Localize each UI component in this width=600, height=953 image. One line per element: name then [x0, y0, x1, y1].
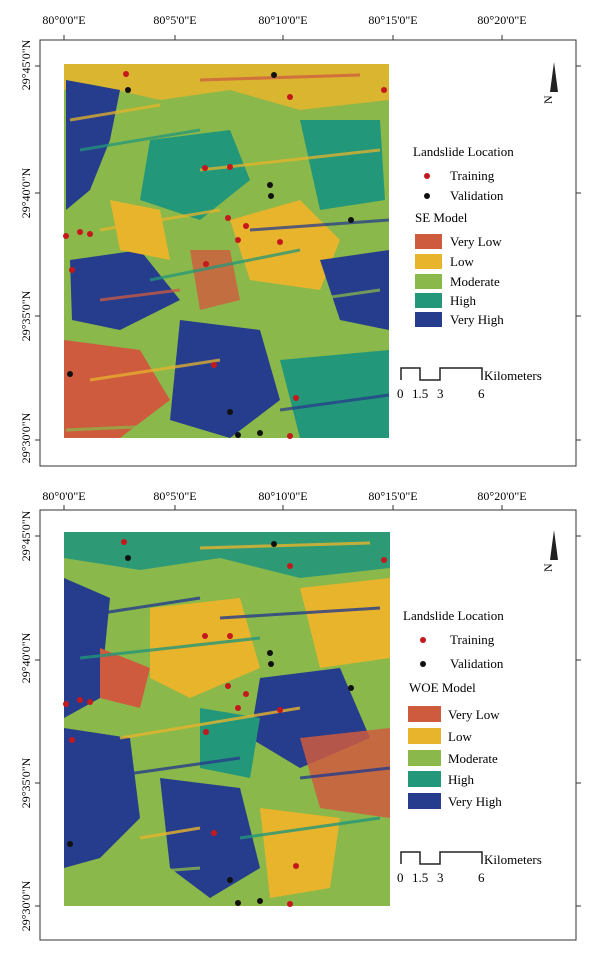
training-points: [63, 539, 387, 907]
lat-tick-29-45: 29°45'0"N: [19, 39, 33, 90]
low-swatch: [408, 728, 441, 744]
lat-tick-29-30: 29°30'0"N: [19, 412, 33, 463]
frame-ticks: [35, 35, 581, 441]
scale-tick-0: 0: [397, 386, 404, 401]
se-model-map-panel: 80°0'0"E 80°5'0"E 80°10'0"E 80°15'0"E 80…: [19, 13, 581, 467]
moderate-label: Moderate: [448, 751, 498, 766]
very-low-label: Very Low: [448, 707, 500, 722]
moderate-swatch: [415, 274, 442, 289]
low-label: Low: [450, 254, 474, 269]
very-high-swatch: [408, 793, 441, 809]
lon-tick-80-10: 80°10'0"E: [258, 489, 307, 503]
lon-tick-80-0: 80°0'0"E: [42, 489, 85, 503]
very-low-swatch: [408, 706, 441, 722]
map-frame: [39, 39, 577, 467]
validation-symbol: [420, 661, 426, 667]
lon-tick-80-20: 80°20'0"E: [477, 13, 526, 27]
north-arrow-icon: [550, 530, 558, 560]
very-high-swatch: [415, 312, 442, 327]
lat-tick-29-45: 29°45'0"N: [19, 510, 33, 561]
scale-tick-3: 3: [437, 386, 444, 401]
scale-title: Kilometers: [484, 368, 542, 383]
high-label: High: [448, 772, 475, 787]
lon-tick-80-5: 80°5'0"E: [153, 13, 196, 27]
scale-tick-3: 3: [437, 870, 444, 885]
scale-tick-1-5: 1.5: [412, 386, 428, 401]
training-symbol: [420, 637, 426, 643]
lat-tick-29-40: 29°40'0"N: [19, 167, 33, 218]
woe-model-map-panel: 80°0'0"E 80°5'0"E 80°10'0"E 80°15'0"E 80…: [0, 478, 600, 953]
very-high-label: Very High: [448, 794, 502, 809]
validation-label: Validation: [450, 656, 504, 671]
lat-tick-29-35: 29°35'0"N: [19, 290, 33, 341]
susceptibility-raster: [64, 532, 391, 906]
map-frame: [39, 509, 577, 941]
lon-tick-80-20: 80°20'0"E: [477, 489, 526, 503]
lon-tick-80-15: 80°15'0"E: [368, 13, 417, 27]
training-label: Training: [450, 168, 495, 183]
north-label: N: [541, 563, 555, 572]
training-label: Training: [450, 632, 495, 647]
scale-tick-6: 6: [478, 386, 485, 401]
susceptibility-raster: [64, 64, 390, 438]
model-title: SE Model: [415, 210, 468, 225]
training-symbol: [424, 173, 430, 179]
high-swatch: [408, 771, 441, 787]
north-label: N: [541, 95, 555, 104]
scale-bar: [400, 851, 483, 865]
very-high-label: Very High: [450, 312, 504, 327]
scale-title: Kilometers: [484, 852, 542, 867]
lon-tick-80-5: 80°5'0"E: [153, 489, 196, 503]
very-low-label: Very Low: [450, 234, 502, 249]
north-arrow-icon: [550, 62, 558, 92]
very-low-swatch: [415, 234, 442, 249]
low-label: Low: [448, 729, 472, 744]
low-swatch: [415, 254, 442, 269]
moderate-label: Moderate: [450, 274, 500, 289]
scale-tick-6: 6: [478, 870, 485, 885]
high-label: High: [450, 293, 477, 308]
validation-points: [67, 541, 354, 906]
training-points: [63, 71, 387, 439]
lat-tick-29-40: 29°40'0"N: [19, 632, 33, 683]
validation-symbol: [424, 193, 430, 199]
scale-tick-1-5: 1.5: [412, 870, 428, 885]
lon-tick-80-15: 80°15'0"E: [368, 489, 417, 503]
lat-tick-29-35: 29°35'0"N: [19, 757, 33, 808]
scale-bar: [400, 367, 483, 381]
high-swatch: [415, 293, 442, 308]
lat-tick-29-30: 29°30'0"N: [19, 880, 33, 931]
lon-tick-80-10: 80°10'0"E: [258, 13, 307, 27]
validation-label: Validation: [450, 188, 504, 203]
scale-tick-0: 0: [397, 870, 404, 885]
validation-points: [67, 72, 354, 438]
frame-ticks: [35, 505, 581, 907]
moderate-swatch: [408, 750, 441, 766]
landslide-location-title: Landslide Location: [403, 608, 504, 623]
landslide-location-title: Landslide Location: [413, 144, 514, 159]
model-title: WOE Model: [409, 680, 476, 695]
lon-tick-80-0: 80°0'0"E: [42, 13, 85, 27]
